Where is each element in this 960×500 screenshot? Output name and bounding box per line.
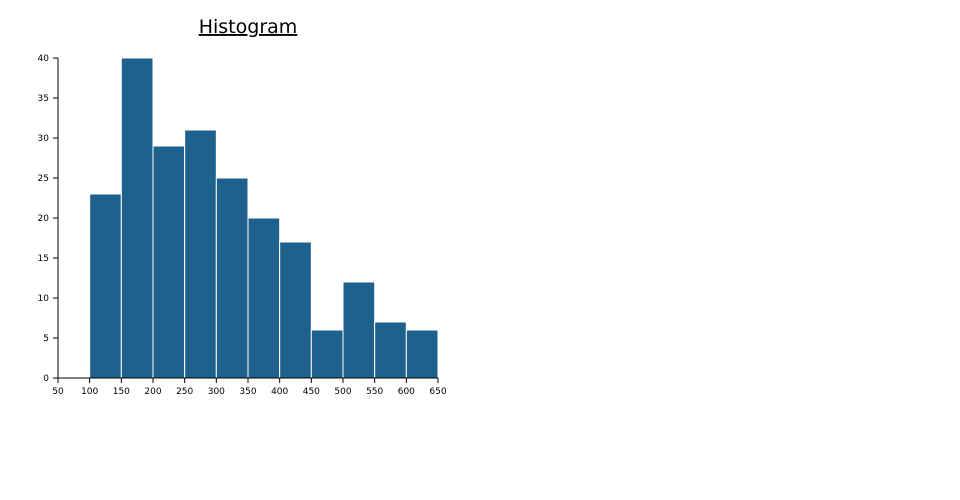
x-tick-label: 450: [303, 387, 320, 397]
x-tick-label: 200: [144, 387, 161, 397]
bar: [374, 321, 407, 379]
x-tick-label: 150: [113, 387, 130, 397]
y-tick-label: 40: [38, 54, 50, 64]
bar: [152, 145, 186, 379]
bar: [184, 129, 217, 379]
y-tick-label: 25: [38, 174, 49, 184]
bar: [247, 217, 281, 379]
x-tick-label: 250: [176, 387, 193, 397]
bar: [120, 57, 154, 379]
x-tick-label: 300: [208, 387, 225, 397]
x-tick-label: 400: [271, 387, 288, 397]
x-tick-label: 50: [52, 387, 64, 397]
y-tick-label: 15: [38, 254, 49, 264]
x-tick-label: 100: [81, 387, 98, 397]
bar: [405, 329, 439, 379]
y-tick-label: 5: [43, 334, 49, 344]
bar: [215, 177, 249, 379]
y-tick-label: 35: [38, 94, 49, 104]
x-tick-label: 550: [366, 387, 383, 397]
y-tick-label: 10: [38, 294, 50, 304]
chart-title: Histogram: [199, 16, 298, 38]
y-tick-label: 0: [43, 374, 49, 384]
bar: [89, 193, 122, 379]
bar: [342, 281, 376, 379]
bar: [310, 329, 344, 379]
x-tick-label: 350: [239, 387, 256, 397]
x-tick-label: 650: [429, 387, 446, 397]
bar: [279, 241, 312, 379]
y-tick-label: 30: [38, 134, 50, 144]
x-tick-label: 500: [334, 387, 351, 397]
y-tick-label: 20: [38, 214, 50, 224]
x-tick-label: 600: [398, 387, 415, 397]
